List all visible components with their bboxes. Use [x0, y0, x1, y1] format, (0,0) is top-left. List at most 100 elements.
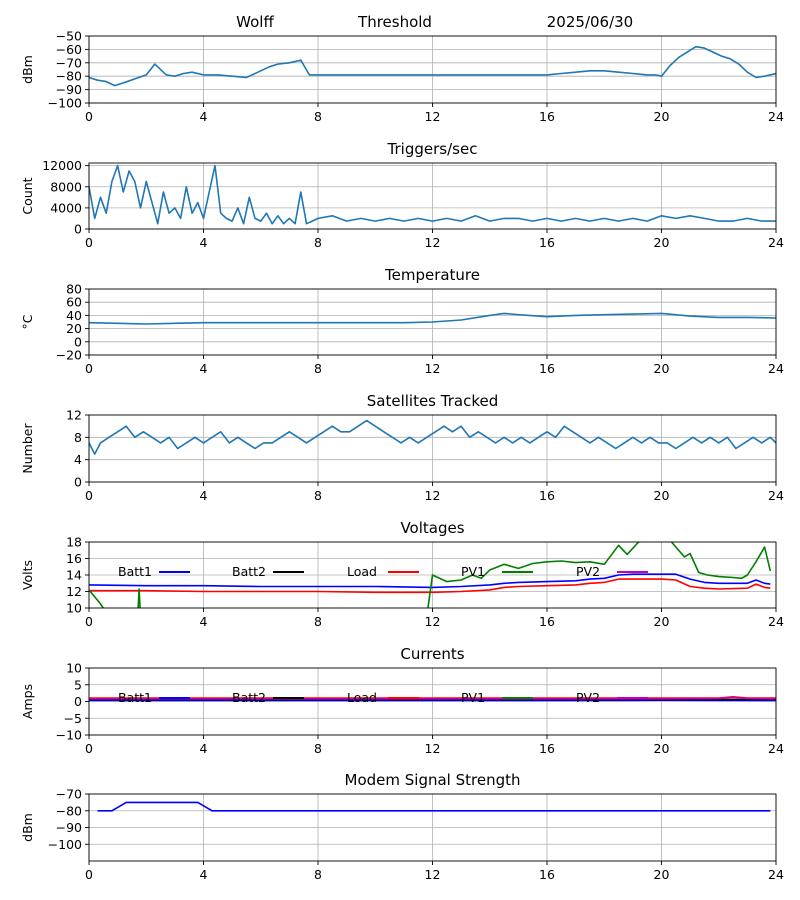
x-tick-label: 16 [539, 109, 555, 124]
x-tick-label: 20 [654, 361, 670, 376]
x-tick-label: 16 [539, 361, 555, 376]
y-tick-label: −90 [56, 82, 82, 97]
chart-title: Triggers/sec [387, 140, 478, 158]
x-tick-label: 20 [654, 614, 670, 629]
y-axis-label: Amps [20, 684, 35, 719]
y-tick-label: 4 [74, 452, 82, 467]
x-tick-label: 16 [539, 741, 555, 756]
legend-label: PV1 [461, 690, 485, 705]
x-tick-label: 12 [425, 361, 441, 376]
y-axis-label: Count [20, 177, 35, 214]
y-tick-label: 0 [74, 222, 82, 237]
x-tick-label: 20 [654, 109, 670, 124]
x-tick-label: 16 [539, 235, 555, 250]
y-tick-label: −100 [48, 837, 82, 852]
legend-label: Load [347, 690, 377, 705]
y-tick-label: 10 [66, 661, 82, 676]
series-line [89, 312, 776, 325]
legend-label: PV2 [576, 690, 600, 705]
legend-entry-load: Load [347, 564, 419, 579]
legend-entry-pv1: PV1 [461, 690, 533, 705]
y-tick-label: −90 [56, 820, 82, 835]
y-tick-label: 8000 [50, 179, 82, 194]
chart-satellites: 0 4 8 12 16 20 24 0 4 8 12 Satellites Tracked Number [20, 392, 784, 503]
y-tick-label: −20 [56, 348, 82, 363]
y-tick-label: 4000 [50, 200, 82, 215]
legend-entry-pv1: PV1 [461, 564, 533, 579]
legend-label: Batt1 [118, 564, 152, 579]
x-tick-label: 12 [425, 867, 441, 882]
x-tick-label: 8 [314, 109, 322, 124]
series-group [97, 801, 771, 812]
series-line-load [89, 578, 771, 594]
legend-label: PV2 [576, 564, 600, 579]
x-tick-label: 24 [768, 867, 784, 882]
series-group [89, 419, 776, 455]
y-axis-label: dBm [20, 55, 35, 84]
x-tick-label: 0 [85, 867, 93, 882]
x-tick-label: 12 [425, 109, 441, 124]
legend-label: Batt1 [118, 690, 152, 705]
series-line [97, 801, 771, 812]
y-tick-label: 60 [66, 295, 82, 310]
x-tick-label: 12 [425, 614, 441, 629]
y-tick-label: −70 [56, 787, 82, 802]
y-tick-label: 10 [66, 601, 82, 616]
chart-modem: 0 4 8 12 16 20 24 −100 −90 −80−70 Modem Signal Str… [20, 771, 784, 882]
legend-entry-pv2: PV2 [576, 564, 648, 579]
x-tick-label: 20 [654, 235, 670, 250]
series-line-batt1 [89, 573, 771, 589]
x-tick-label: 4 [200, 109, 208, 124]
chart-title: Temperature [384, 266, 480, 284]
y-tick-label: 8 [74, 430, 82, 445]
x-tick-label: 16 [539, 488, 555, 503]
chart-title: Currents [400, 645, 464, 663]
y-tick-label: 40 [66, 308, 82, 323]
y-tick-label: −80 [56, 803, 82, 818]
x-tick-label: 4 [200, 614, 208, 629]
x-tick-label: 12 [425, 488, 441, 503]
x-tick-label: 8 [314, 361, 322, 376]
y-tick-label: 0 [74, 334, 82, 349]
x-tick-label: 4 [200, 235, 208, 250]
y-tick-label: 0 [74, 475, 82, 490]
x-tick-label: 8 [314, 614, 322, 629]
x-tick-label: 4 [200, 361, 208, 376]
y-axis-label: Number [20, 423, 35, 474]
y-tick-label: 12000 [42, 158, 82, 173]
header-row: Wolff Threshold 2025/06/30 [236, 13, 633, 31]
x-tick-label: 8 [314, 741, 322, 756]
series-line [89, 45, 776, 87]
y-tick-label: 12 [66, 584, 82, 599]
y-tick-label: −5 [64, 711, 82, 726]
y-tick-label: 20 [66, 321, 82, 336]
x-tick-label: 16 [539, 867, 555, 882]
x-tick-label: 0 [85, 361, 93, 376]
series-line-pv1 [89, 542, 772, 608]
y-tick-label: 14 [66, 568, 82, 583]
x-tick-label: 24 [768, 235, 784, 250]
x-tick-label: 4 [200, 741, 208, 756]
x-tick-label: 8 [314, 235, 322, 250]
series-group [89, 312, 776, 325]
y-tick-label: 5 [74, 677, 82, 692]
x-tick-label: 0 [85, 235, 93, 250]
chart-title: Satellites Tracked [367, 392, 498, 410]
x-tick-label: 8 [314, 488, 322, 503]
legend-entry-batt1: Batt1 [118, 564, 190, 579]
x-tick-label: 4 [200, 488, 208, 503]
x-tick-label: 20 [654, 488, 670, 503]
x-tick-label: 0 [85, 741, 93, 756]
station-name: Wolff [236, 13, 274, 31]
x-tick-label: 16 [539, 614, 555, 629]
x-tick-label: 0 [85, 109, 93, 124]
x-tick-label: 20 [654, 741, 670, 756]
chart-title: Voltages [400, 519, 464, 537]
x-tick-label: 0 [85, 614, 93, 629]
x-tick-label: 4 [200, 867, 208, 882]
